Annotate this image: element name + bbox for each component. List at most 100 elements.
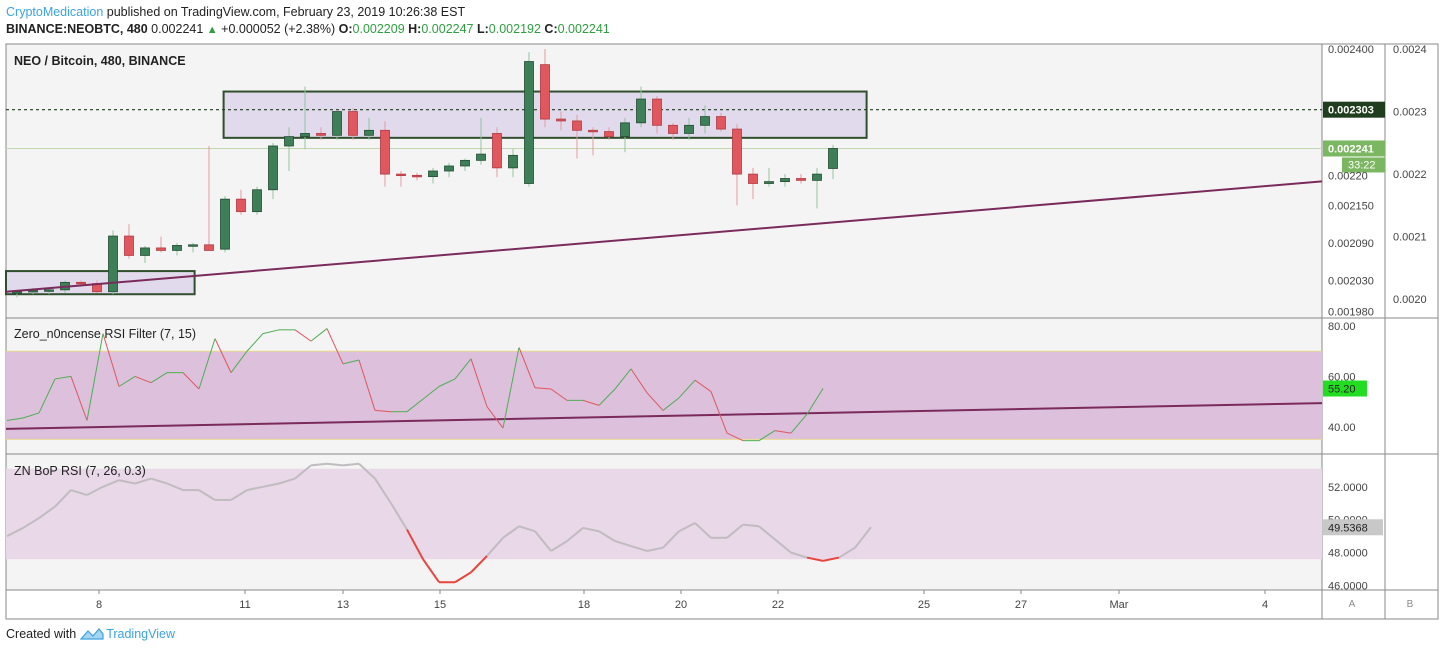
candle (380, 129, 390, 175)
secondary-tick-label: 0.0023 (1393, 107, 1427, 119)
bop-segment (454, 571, 472, 584)
candle (284, 136, 294, 147)
candle (268, 145, 278, 191)
rsi-segment (726, 432, 744, 442)
bop-pane-title: ZN BoP RSI (7, 26, 0.3) (14, 464, 146, 478)
rsi-segment (694, 379, 712, 392)
low-label: L: (476, 22, 489, 36)
axis-badge-b[interactable]: B (1407, 599, 1414, 610)
open-value: 0.002209 (352, 22, 405, 36)
candle (764, 181, 774, 184)
bop-segment (806, 556, 824, 562)
bop-segment (662, 530, 680, 549)
countdown-label: 33:22 (1348, 159, 1376, 171)
bop-segment (726, 523, 744, 539)
rsi-segment (806, 388, 824, 415)
secondary-tick-label: 0.0022 (1393, 169, 1427, 181)
candle (748, 173, 758, 184)
open-label: O: (338, 22, 353, 36)
rsi-segment (182, 372, 200, 390)
candle (172, 245, 182, 251)
candle (684, 124, 694, 134)
bop-segment (198, 489, 216, 501)
bop-band (6, 468, 1322, 560)
candle (780, 178, 790, 183)
rsi-segment (550, 388, 568, 401)
tradingview-brand[interactable]: TradingView (106, 627, 175, 641)
bop-segment (294, 464, 312, 480)
bop-segment (534, 530, 552, 552)
bop-segment (486, 537, 504, 557)
bop-tick-label: 52.0000 (1328, 482, 1368, 494)
axis-badge-a[interactable]: A (1349, 599, 1356, 610)
up-triangle-icon: ▲ (206, 24, 218, 36)
bop-segment (566, 527, 584, 542)
candle (204, 244, 214, 251)
candle (572, 120, 582, 131)
candle (332, 111, 342, 136)
time-tick-label: 18 (578, 599, 590, 611)
bop-segment (6, 527, 24, 538)
rsi-segment (470, 358, 488, 407)
candle (140, 247, 150, 256)
bop-segment (102, 479, 120, 488)
candle (716, 116, 726, 130)
candle (620, 122, 630, 137)
price-change: +0.000052 (+2.38%) (221, 22, 336, 36)
rsi-tick-label: 60.00 (1328, 371, 1356, 383)
candle (732, 128, 742, 175)
candle (476, 153, 486, 161)
rsi-segment (374, 409, 392, 413)
symbol-ohlc-line: BINANCE:NEOBTC, 480 0.002241 ▲ +0.000052… (6, 22, 610, 36)
tradingview-logo-icon (80, 628, 104, 640)
low-value: 0.002192 (488, 22, 541, 36)
bop-segment (774, 538, 792, 554)
bop-segment (614, 540, 632, 547)
bop-segment (406, 529, 424, 560)
bop-segment (246, 485, 264, 492)
secondary-tick-label: 0.0020 (1393, 294, 1427, 306)
rsi-segment (582, 399, 600, 406)
time-tick-label: 20 (675, 599, 687, 611)
author-link[interactable]: CryptoMedication (6, 5, 104, 19)
candle (188, 244, 198, 247)
rsi-segment (710, 391, 728, 434)
candle (524, 61, 534, 184)
rsi-segment (70, 376, 88, 421)
partial-tick-label: 0.00220 (1328, 170, 1368, 182)
candle (108, 235, 118, 293)
rsi-segment (38, 378, 56, 414)
candle (508, 154, 518, 169)
rsi-segment (262, 329, 280, 335)
candle (700, 116, 710, 126)
rsi-segment (150, 372, 168, 384)
time-tick-label: 25 (918, 599, 930, 611)
bop-segment (838, 546, 856, 559)
candle (588, 129, 598, 133)
bop-segment (166, 482, 184, 492)
rsi-segment (342, 359, 360, 365)
rsi-segment (502, 347, 520, 429)
footer: Created with TradingView (6, 627, 175, 641)
candle (44, 289, 54, 292)
time-tick-label: 27 (1015, 599, 1027, 611)
rsi-segment (294, 329, 312, 342)
bop-segment (582, 526, 600, 533)
publish-header: CryptoMedication published on TradingVie… (6, 5, 465, 19)
rsi-segment (326, 328, 344, 365)
close-value: 0.002241 (557, 22, 610, 36)
bop-value-label-bg (1323, 519, 1383, 536)
last-price-label-bg (1323, 140, 1385, 157)
rsi-segment (198, 338, 216, 390)
bop-value-label: 49.5368 (1328, 522, 1368, 534)
bop-segment (150, 477, 168, 485)
bop-tick-label: 48.0000 (1328, 548, 1368, 560)
bop-tick-label: 46.0000 (1328, 581, 1368, 593)
bop-segment (342, 462, 360, 467)
candle (252, 189, 262, 213)
bop-segment (790, 551, 808, 559)
main-pane-title: NEO / Bitcoin, 480, BINANCE (14, 54, 186, 68)
resistance-price-label: 0.002303 (1328, 105, 1374, 117)
rsi-segment (406, 398, 424, 413)
